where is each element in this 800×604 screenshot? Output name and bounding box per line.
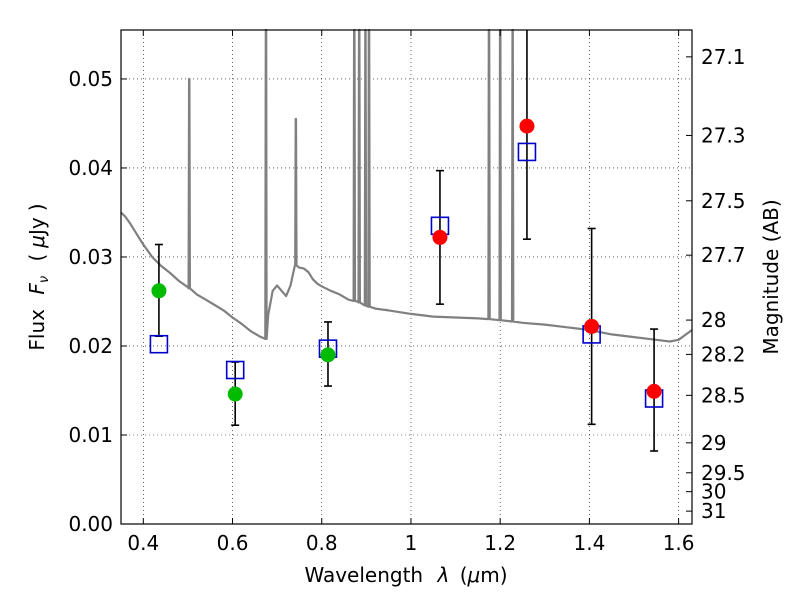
measurement-point [320, 347, 336, 363]
x-axis-label-unit-end: m) [480, 563, 507, 587]
x-tick-label: 1 [405, 531, 418, 555]
y-axis-label-mu: μ [25, 235, 49, 249]
y-tick-label: 0.01 [68, 423, 113, 447]
y-tick-label: 0.04 [68, 156, 113, 180]
y-axis-label-jy: Jy [25, 217, 49, 237]
model-box [149, 334, 169, 354]
measurement-points [151, 118, 662, 402]
error-bars [154, 30, 659, 452]
measurement-point [584, 318, 600, 334]
axis-ticks: 0.4 0.6 0.8 1 1.2 1.4 1.6 0.00 0.01 0.02 0.03 0.04 0… [68, 30, 746, 555]
model-box [517, 142, 537, 162]
x-tick-label: 1.4 [573, 531, 605, 555]
x-tick-label: 0.4 [127, 531, 159, 555]
x-tick-label: 1.2 [484, 531, 516, 555]
model-boxes [149, 142, 664, 408]
y-axis-label: Flux Fν ( μJy) [25, 203, 53, 350]
sed-model-curve [120, 28, 693, 343]
y-axis-label-unit: ( [25, 254, 49, 262]
x-axis-label: Wavelength λ (μm) [304, 563, 507, 587]
measurement-point [227, 386, 243, 402]
mag-tick-label: 27.3 [701, 123, 746, 147]
x-tick-label: 1.6 [663, 531, 695, 555]
y-tick-label: 0.03 [68, 245, 113, 269]
y-axis-label-sub: ν [37, 276, 52, 283]
x-tick-label: 0.6 [217, 531, 249, 555]
measurement-point [151, 283, 167, 299]
mag-tick-label: 28 [701, 308, 726, 332]
mag-tick-label: 29 [701, 431, 726, 455]
measurement-point [519, 118, 535, 134]
y-tick-label: 0.02 [68, 334, 113, 358]
mag-tick-label: 31 [701, 499, 726, 523]
mag-tick-label: 30 [701, 480, 726, 504]
y2-axis-label: Magnitude (AB) [759, 199, 783, 354]
mag-tick-label: 28.5 [701, 383, 746, 407]
y-axis-label-unit-end: ) [25, 203, 49, 211]
x-axis-label-symbol: λ [436, 563, 449, 587]
model-box [225, 360, 245, 380]
y-axis-label-word: Flux [25, 309, 49, 351]
y-tick-label: 0.05 [68, 67, 113, 91]
x-axis-label-mu: μ [467, 563, 481, 587]
plot-frame [120, 29, 693, 525]
x-axis-label-word: Wavelength [304, 563, 423, 587]
sed-line [120, 28, 693, 343]
mag-tick-label: 27.1 [701, 45, 746, 69]
x-tick-label: 0.8 [306, 531, 338, 555]
x-axis-label-unit: ( [460, 563, 468, 587]
measurement-point [432, 229, 448, 245]
mag-tick-label: 28.2 [701, 342, 746, 366]
grid-lines [121, 30, 692, 525]
mag-tick-label: 27.5 [701, 189, 746, 213]
y-tick-label: 0.00 [68, 512, 113, 536]
y-axis-label-symbol: F [25, 283, 49, 295]
measurement-point [646, 383, 662, 399]
mag-tick-label: 29.5 [701, 461, 746, 485]
mag-tick-label: 27.7 [701, 243, 746, 267]
